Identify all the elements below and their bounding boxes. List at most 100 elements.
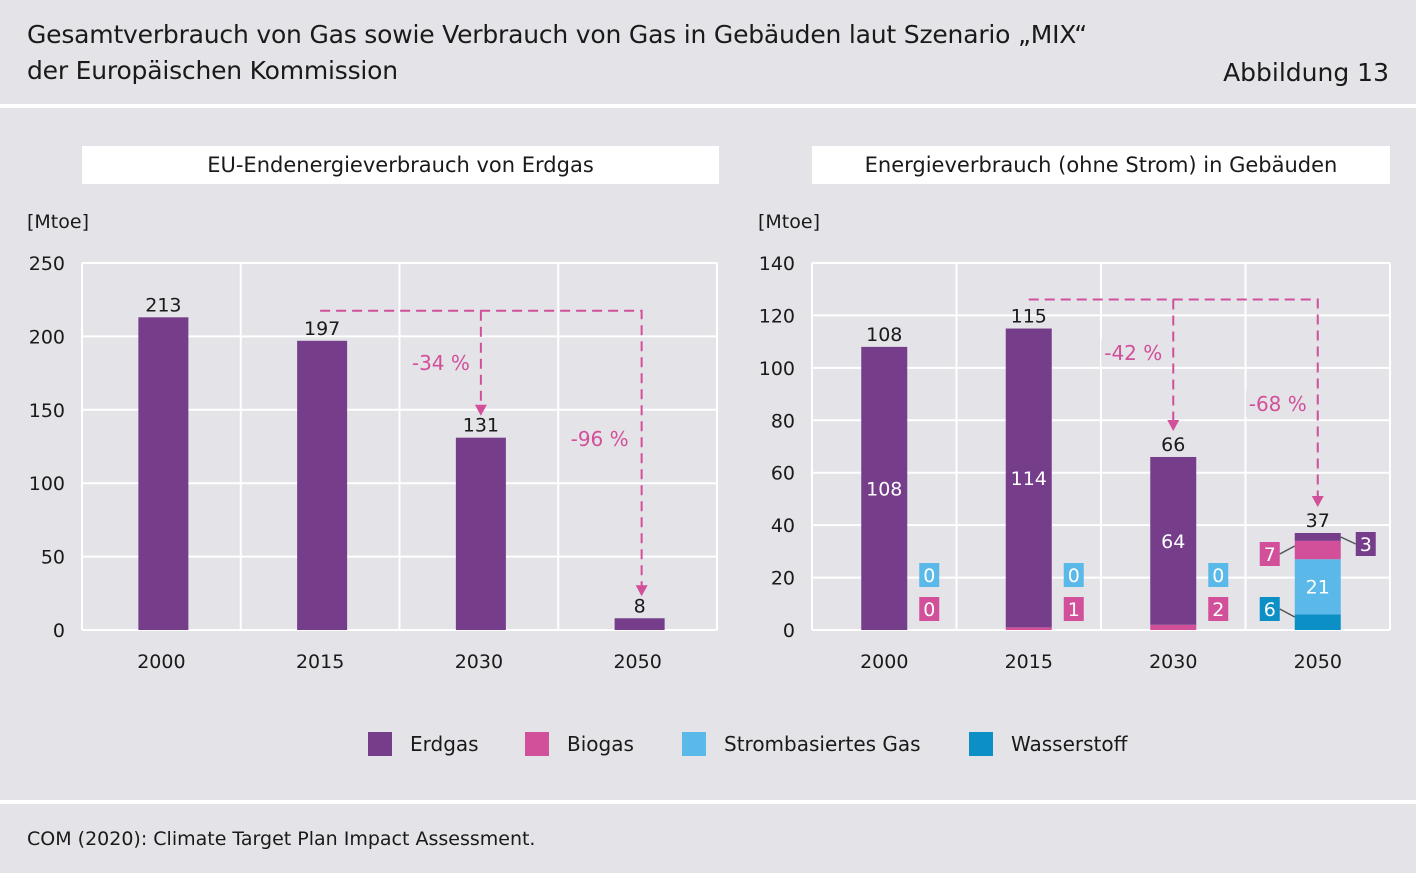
legend-item-wasserstoff: Wasserstoff — [969, 730, 1127, 758]
right-chart-strombasiert-value-chip — [919, 563, 940, 587]
right-chart-segment-value-label: 108 — [866, 478, 902, 500]
legend-label-erdgas: Erdgas — [410, 732, 479, 756]
left-chart-change-arrowhead — [635, 585, 648, 597]
right-chart-wasserstoff-value-chip-label: 6 — [1264, 599, 1276, 621]
right-chart-y-tick-label: 100 — [759, 358, 795, 380]
right-chart-segment-erdgas — [1150, 456, 1197, 625]
right-chart-leader-line — [1340, 536, 1357, 545]
right-chart-biogas-value-chip-label: 1 — [1068, 599, 1080, 621]
legend-swatch-erdgas — [368, 732, 392, 756]
right-chart-segment-strombasiertes-gas — [1294, 559, 1341, 615]
right-chart-strombasiert-value-chip-label: 0 — [1212, 565, 1224, 587]
right-chart-biogas-value-chip-label: 7 — [1264, 544, 1276, 566]
left-chart-change-label-bg — [567, 426, 634, 452]
left-chart-x-tick-label: 2030 — [455, 651, 503, 673]
left-chart-bar-value-label: 8 — [634, 595, 646, 617]
left-chart-change-label: -96 % — [571, 427, 629, 451]
right-chart-segment-value-label: 21 — [1306, 577, 1330, 599]
right-chart-x-tick-label: 2050 — [1294, 651, 1342, 673]
right-chart-biogas-value-chip — [1063, 597, 1084, 621]
right-chart-y-tick-label: 80 — [771, 410, 795, 432]
right-chart-y-tick-label: 0 — [783, 620, 795, 642]
right-chart-change-arrowhead — [1311, 496, 1324, 508]
right-chart-strombasiert-value-chip-label: 0 — [923, 565, 935, 587]
left-chart-change-label-bg — [408, 350, 475, 376]
left-chart-y-tick-label: 100 — [29, 473, 65, 495]
right-chart-leader-line — [1279, 545, 1296, 555]
right-chart-biogas-value-chip — [1259, 542, 1280, 566]
right-chart-segment-value-label: 64 — [1161, 531, 1185, 553]
legend-label-wasserstoff: Wasserstoff — [1011, 732, 1128, 756]
left-chart-y-tick-label: 250 — [29, 253, 65, 275]
right-chart-segment-biogas — [1150, 624, 1197, 630]
right-chart-strombasiert-value-chip-label: 0 — [1068, 565, 1080, 587]
right-chart-y-tick-label: 60 — [771, 463, 795, 485]
left-chart-change-label: -34 % — [412, 351, 470, 375]
right-chart-total-label: 115 — [1011, 306, 1047, 328]
legend: Erdgas Biogas Strombasiertes Gas Wassers… — [0, 730, 1416, 760]
right-chart-change-label-bg — [1245, 391, 1312, 417]
right-chart-title: Energieverbrauch (ohne Strom) in Gebäude… — [812, 146, 1390, 184]
left-chart-title: EU-Endenergieverbrauch von Erdgas — [82, 146, 719, 184]
right-chart-total-label: 37 — [1306, 510, 1330, 532]
left-chart-bar — [614, 618, 665, 630]
right-chart-biogas-value-chip — [919, 597, 940, 621]
left-y-unit-label: [Mtoe] — [27, 211, 89, 233]
figure-number-label: Abbildung 13 — [1223, 58, 1389, 87]
right-chart-wasserstoff-value-chip — [1259, 597, 1280, 621]
right-chart-total-label: 66 — [1161, 434, 1185, 456]
left-chart-bar — [138, 317, 189, 630]
right-chart-x-tick-label: 2015 — [1005, 651, 1053, 673]
footer-divider — [0, 800, 1416, 804]
left-chart-y-tick-label: 0 — [53, 620, 65, 642]
left-chart-change-arrow-line — [320, 309, 643, 587]
right-chart-x-tick-label: 2000 — [860, 651, 908, 673]
right-chart-segment-biogas — [1005, 627, 1052, 630]
source-note: COM (2020): Climate Target Plan Impact A… — [27, 828, 536, 850]
legend-label-strombasiertes-gas: Strombasiertes Gas — [724, 732, 921, 756]
right-chart-segment-erdgas — [1294, 533, 1341, 541]
right-chart-leader-line — [1279, 608, 1296, 618]
right-chart-segment-wasserstoff — [1294, 614, 1341, 630]
figure-title-line1: Gesamtverbrauch von Gas sowie Verbrauch … — [27, 20, 1088, 49]
right-chart-erdgas-value-chip — [1355, 532, 1376, 556]
right-chart-biogas-value-chip-label: 0 — [923, 599, 935, 621]
right-chart-erdgas-value-chip-label: 3 — [1360, 534, 1372, 556]
left-chart-bar-value-label: 197 — [304, 318, 340, 340]
left-chart-x-tick-label: 2050 — [613, 651, 661, 673]
left-chart-x-tick-label: 2000 — [137, 651, 185, 673]
left-chart-y-tick-label: 200 — [29, 326, 65, 348]
right-chart-y-tick-label: 20 — [771, 568, 795, 590]
right-chart-segment-value-label: 114 — [1011, 468, 1047, 490]
legend-swatch-strombasiertes-gas — [682, 732, 706, 756]
legend-item-erdgas: Erdgas — [368, 730, 479, 758]
right-chart-segment-biogas — [1294, 540, 1341, 560]
left-chart-y-tick-label: 50 — [41, 547, 65, 569]
left-chart-change-arrowhead — [474, 404, 487, 416]
right-chart-segment-erdgas — [861, 346, 908, 630]
left-chart-x-tick-label: 2015 — [296, 651, 344, 673]
right-chart-biogas-value-chip-label: 2 — [1212, 599, 1224, 621]
left-chart-bar — [297, 340, 348, 630]
left-chart-bar-value-label: 213 — [145, 294, 181, 316]
right-chart-total-label: 108 — [866, 324, 902, 346]
right-chart-change-label: -42 % — [1104, 341, 1162, 365]
right-chart-segment-erdgas — [1005, 328, 1052, 628]
header: Gesamtverbrauch von Gas sowie Verbrauch … — [0, 0, 1416, 106]
legend-label-biogas: Biogas — [567, 732, 634, 756]
right-chart-change-label-bg — [1101, 340, 1168, 366]
right-chart-strombasiert-value-chip — [1063, 563, 1084, 587]
right-chart-biogas-value-chip — [1208, 597, 1229, 621]
figure-title-line2: der Europäischen Kommission — [27, 56, 398, 85]
right-chart-x-tick-label: 2030 — [1149, 651, 1197, 673]
left-chart-bar-value-label: 131 — [463, 415, 499, 437]
legend-item-strombasiertes-gas: Strombasiertes Gas — [682, 730, 921, 758]
left-chart-y-tick-label: 150 — [29, 400, 65, 422]
legend-swatch-wasserstoff — [969, 732, 993, 756]
left-chart-bar — [455, 437, 506, 630]
right-y-unit-label: [Mtoe] — [758, 211, 820, 233]
right-chart-y-tick-label: 40 — [771, 515, 795, 537]
right-chart-strombasiert-value-chip — [1208, 563, 1229, 587]
right-chart-change-arrowhead — [1167, 419, 1180, 431]
